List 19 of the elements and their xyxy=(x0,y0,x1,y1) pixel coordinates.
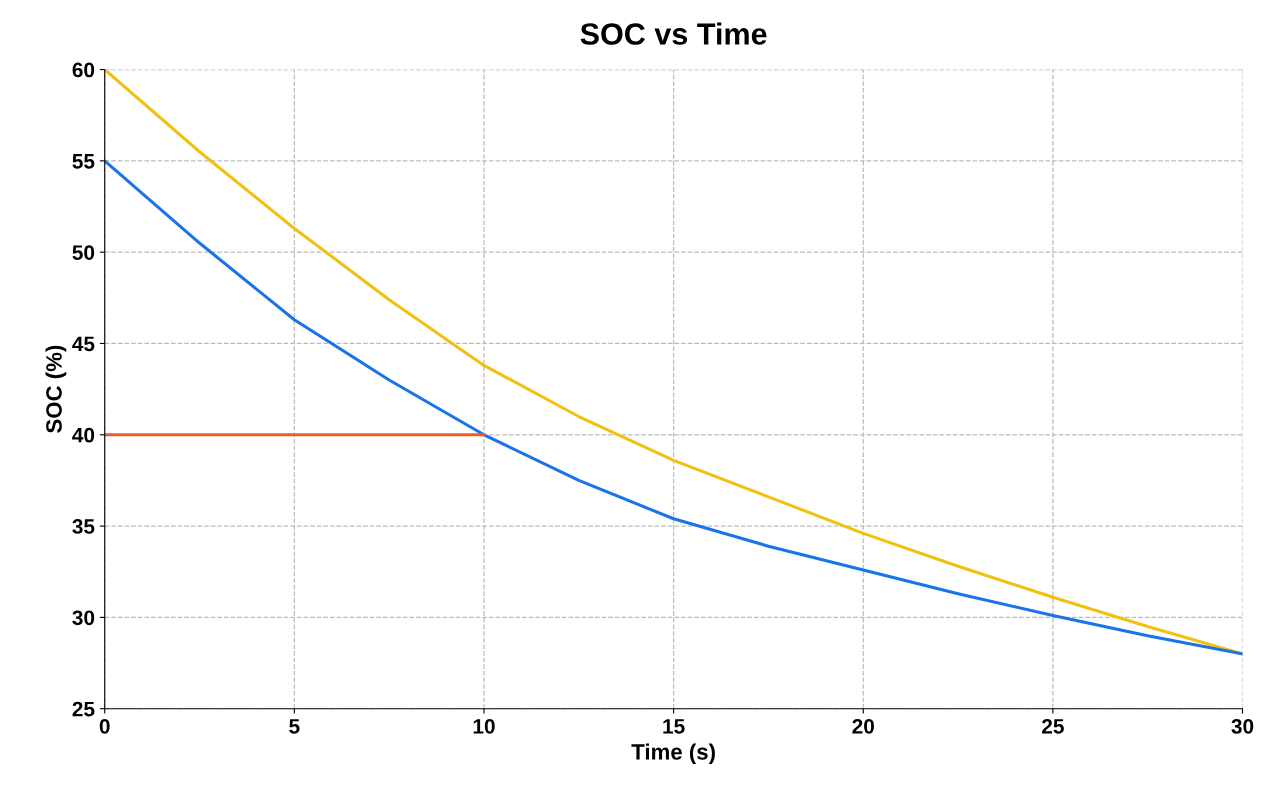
chart-title: SOC vs Time xyxy=(580,22,767,45)
x-axis-title: Time (s) xyxy=(631,743,715,765)
x-tick-label: 30 xyxy=(1231,718,1254,734)
y-tick-label: 30 xyxy=(72,610,95,626)
line-series xyxy=(104,159,1243,656)
y-tick-label: 60 xyxy=(72,62,95,78)
x-tick-label: 5 xyxy=(289,719,300,734)
x-tick-label: 20 xyxy=(852,718,874,734)
y-tick-label: 50 xyxy=(72,245,95,260)
x-tick-label: 15 xyxy=(663,719,685,734)
y-tick-label: 40 xyxy=(72,427,95,443)
x-tick-label: 10 xyxy=(473,718,495,734)
y-tick-label: 45 xyxy=(72,336,95,352)
y-tick-label: 55 xyxy=(72,154,95,169)
y-tick-label: 25 xyxy=(72,701,95,717)
x-tick-label: 0 xyxy=(99,718,110,734)
x-tick-label: 25 xyxy=(1042,718,1064,734)
y-tick-label: 35 xyxy=(72,519,95,534)
y-axis-title: SOC (%) xyxy=(45,345,67,433)
